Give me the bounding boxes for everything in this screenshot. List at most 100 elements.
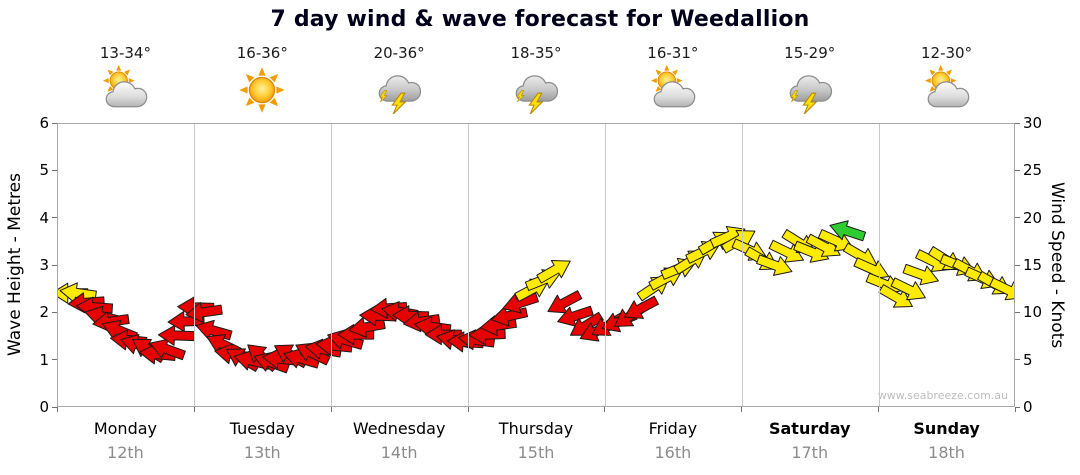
day-gridline	[741, 124, 743, 406]
day-date-label: 17th	[791, 443, 829, 462]
left-tick-label: 4	[39, 208, 49, 227]
wind-arrow	[902, 263, 939, 286]
forecast-chart-plot: www.seabreeze.com.au	[57, 123, 1015, 407]
left-tick-mark	[52, 359, 57, 361]
day-name-label: Thursday	[498, 419, 574, 438]
day-name-label: Tuesday	[229, 419, 295, 438]
wind-arrow	[793, 240, 830, 263]
right-tick-mark	[1015, 406, 1020, 408]
lightning-icon	[379, 90, 388, 103]
right-tick-label: 30	[1023, 114, 1043, 132]
day-name-label: Monday	[93, 419, 157, 438]
weather-icon	[100, 64, 150, 114]
sun-icon	[239, 67, 286, 113]
wind-arrow-layer	[58, 220, 1014, 374]
temperature-range: 20-36°	[373, 44, 425, 62]
cloud-icon	[789, 75, 832, 102]
left-tick-label: 1	[39, 350, 49, 369]
bottom-tick-mark	[1015, 407, 1016, 412]
day-date-label: 14th	[380, 443, 418, 462]
right-tick-label: 15	[1023, 256, 1043, 274]
bottom-tick-mark	[193, 407, 195, 412]
wind-arrow	[536, 259, 571, 284]
cloud-icon	[927, 81, 969, 108]
weather-icon	[511, 64, 561, 115]
bottom-tick-mark	[878, 407, 880, 412]
right-tick-label: 5	[1023, 350, 1033, 369]
wind-arrow	[829, 220, 867, 242]
left-tick-label: 5	[39, 161, 49, 180]
day-gridline	[604, 124, 606, 406]
wind-arrow	[878, 284, 913, 308]
left-tick-mark	[52, 217, 57, 219]
day-date-label: 12th	[107, 443, 144, 462]
left-tick-mark	[52, 169, 57, 171]
left-tick-label: 3	[39, 256, 49, 274]
left-tick-label: 6	[39, 114, 49, 132]
wind-arrow	[768, 239, 804, 263]
right-tick-label: 0	[1023, 398, 1033, 416]
weather-icon	[648, 64, 698, 114]
right-tick-mark	[1015, 169, 1020, 171]
left-tick-mark	[52, 311, 57, 313]
day-name-label: Friday	[648, 419, 698, 438]
bottom-tick-mark	[741, 407, 743, 412]
bottom-tick-mark	[604, 407, 606, 412]
page-title: 7 day wind & wave forecast for Weedallio…	[270, 7, 810, 32]
weather-icon	[374, 64, 424, 115]
lightning-icon	[391, 92, 407, 115]
watermark: www.seabreeze.com.au	[877, 389, 1008, 402]
cloud-icon	[378, 75, 422, 102]
wind-arrow	[547, 290, 583, 314]
lightning-icon	[516, 90, 525, 103]
bottom-tick-mark	[330, 407, 332, 412]
wind-arrow	[989, 277, 1014, 301]
bottom-tick-mark	[467, 407, 469, 412]
cloud-icon	[653, 81, 696, 108]
left-tick-mark	[52, 122, 57, 124]
day-date-label: 18th	[928, 443, 965, 462]
weather-icon	[785, 64, 835, 115]
weather-icon-storm	[789, 75, 832, 115]
bottom-tick-mark	[57, 407, 58, 412]
right-tick-label: 10	[1023, 303, 1043, 322]
day-name-label: Wednesday	[352, 419, 446, 438]
right-tick-label: 20	[1023, 208, 1043, 227]
sun-icon	[103, 64, 136, 97]
temperature-range: 13-34°	[99, 44, 151, 62]
weather-icon-sun-cloud	[103, 64, 148, 108]
temperature-range: 16-36°	[236, 44, 288, 62]
wind-arrow	[756, 254, 793, 276]
weather-icon	[237, 64, 287, 114]
wind-arrow	[624, 295, 660, 319]
right-tick-mark	[1015, 122, 1020, 124]
left-tick-label: 2	[39, 303, 49, 322]
right-tick-mark	[1015, 311, 1020, 313]
weather-icon	[922, 64, 972, 114]
weather-icon-storm	[515, 75, 559, 115]
wind-arrow	[890, 277, 926, 301]
temperature-range: 12-30°	[921, 44, 973, 62]
left-tick-mark	[52, 264, 57, 266]
day-gridline	[331, 124, 333, 406]
weather-icon-sunny	[239, 67, 286, 113]
left-tick-mark	[52, 406, 57, 408]
lightning-icon	[789, 90, 799, 103]
wind-arrow	[157, 324, 196, 346]
day-date-label: 15th	[517, 443, 555, 462]
right-tick-label: 25	[1023, 161, 1043, 180]
day-gridline	[468, 124, 470, 406]
weather-icon-sun-cloud	[924, 64, 969, 108]
day-name-label: Saturday	[768, 419, 851, 438]
day-name-label: Sunday	[913, 419, 980, 438]
cloud-icon	[106, 81, 148, 108]
day-gridline	[194, 124, 196, 406]
day-gridline	[878, 124, 880, 406]
weather-icon-storm	[378, 75, 422, 115]
day-date-label: 13th	[243, 443, 281, 462]
temperature-range: 16-31°	[647, 44, 699, 62]
wind-arrow	[149, 338, 186, 361]
temperature-range: 18-35°	[510, 44, 562, 62]
right-axis-label: Wind Speed - Knots	[1047, 181, 1067, 349]
